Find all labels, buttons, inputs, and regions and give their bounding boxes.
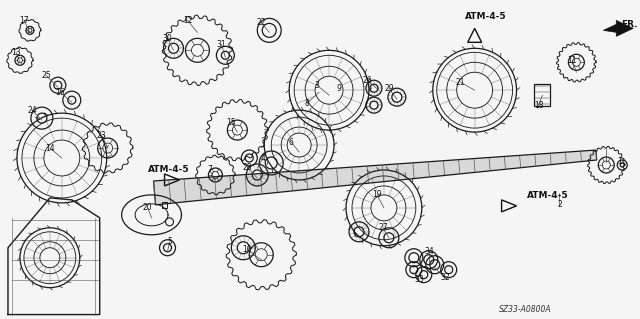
Text: 13: 13 [11, 48, 20, 57]
Text: 31: 31 [216, 40, 226, 49]
Text: SZ33-A0800A: SZ33-A0800A [499, 305, 551, 314]
Text: 18: 18 [534, 101, 543, 110]
Text: 9: 9 [337, 84, 342, 93]
Text: 23: 23 [97, 130, 106, 140]
Text: 28: 28 [243, 163, 252, 173]
Bar [534, 84, 550, 106]
Text: 11: 11 [568, 56, 577, 65]
Text: 34: 34 [424, 247, 434, 256]
Text: 19: 19 [372, 190, 381, 199]
Text: 16: 16 [55, 88, 65, 97]
Text: 15: 15 [227, 118, 236, 127]
Bar [161, 202, 166, 208]
Text: 1: 1 [617, 158, 621, 167]
Text: 24: 24 [27, 106, 36, 115]
Text: 12: 12 [182, 16, 192, 25]
Text: 29: 29 [384, 84, 394, 93]
Text: 33: 33 [414, 275, 424, 284]
Polygon shape [604, 20, 633, 36]
Text: 17: 17 [19, 16, 29, 25]
Text: FR.: FR. [621, 20, 637, 29]
Text: 30: 30 [163, 34, 172, 43]
Text: 14: 14 [45, 144, 54, 152]
Polygon shape [154, 150, 596, 205]
Text: 20: 20 [143, 204, 152, 212]
Text: 8: 8 [305, 99, 310, 108]
Text: 3: 3 [315, 81, 319, 90]
Text: 26: 26 [362, 76, 372, 85]
Text: 25: 25 [41, 71, 51, 80]
Text: ATM-4-5: ATM-4-5 [527, 191, 568, 200]
Text: 4: 4 [261, 153, 266, 162]
Text: 5: 5 [167, 237, 172, 246]
Text: ATM-4-5: ATM-4-5 [465, 12, 506, 21]
Text: 10: 10 [243, 245, 252, 254]
Text: 2: 2 [557, 200, 562, 209]
Text: 7: 7 [207, 166, 212, 174]
Text: 27: 27 [378, 223, 388, 232]
Text: 6: 6 [289, 137, 294, 146]
Text: ATM-4-5: ATM-4-5 [148, 166, 189, 174]
Text: 32: 32 [440, 273, 449, 282]
Text: 21: 21 [456, 78, 465, 87]
Text: 22: 22 [257, 18, 266, 27]
